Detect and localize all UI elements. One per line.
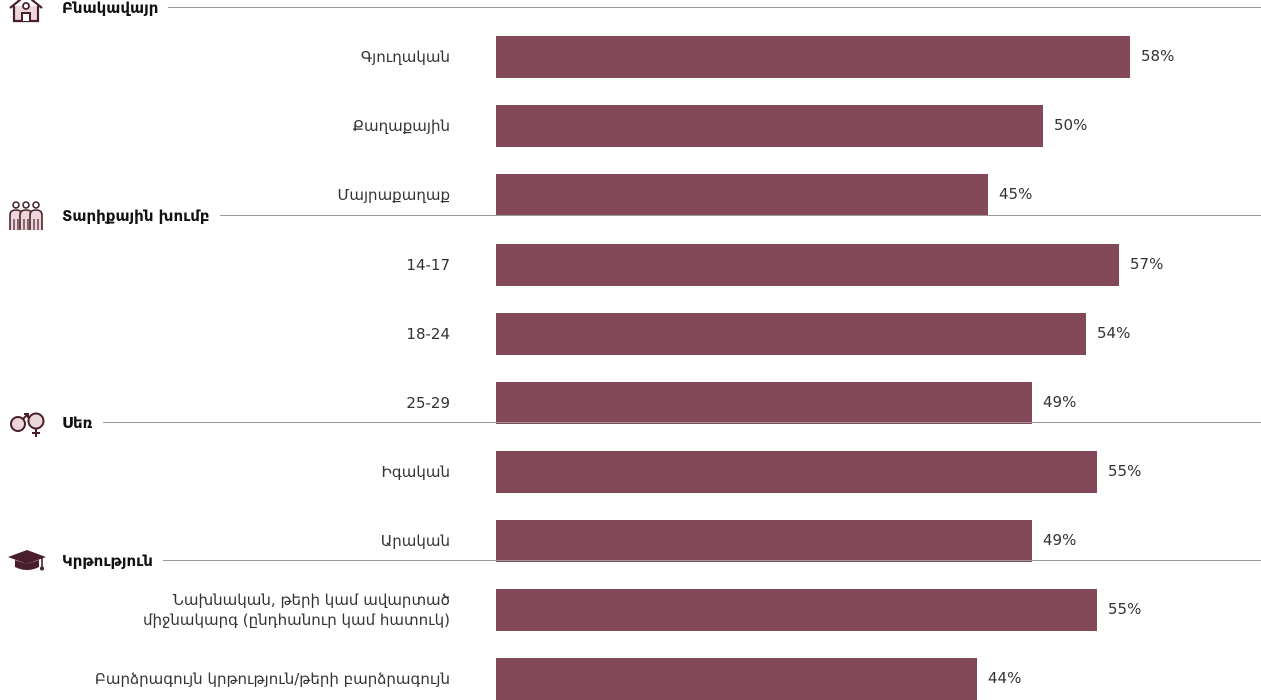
bar [496, 520, 1032, 562]
section-title: Բնակավայր [62, 0, 159, 17]
bar-row: Արական 49% [0, 520, 1261, 562]
section-header: Կրթություն [0, 546, 1261, 576]
bar-row: Նախնական, թերի կամ ավարտած միջնակարգ (ըն… [0, 589, 1261, 631]
data-label: 44% [988, 669, 1022, 687]
section-title: Տարիքային խումբ [62, 207, 210, 225]
category-label: Մայրաքաղաք [337, 186, 451, 204]
data-label: 57% [1130, 255, 1164, 273]
section-title: Կրթություն [62, 552, 153, 570]
people-group-icon [6, 201, 50, 231]
bar [496, 451, 1097, 493]
section-header: Սեռ [0, 408, 1261, 438]
data-label: 45% [999, 185, 1033, 203]
section-divider [168, 7, 1261, 8]
bar-row: Բարձրագույն կրթություն/թերի բարձրագույն 4… [0, 658, 1261, 700]
bar [496, 36, 1130, 78]
bar [496, 589, 1097, 631]
data-label: 58% [1141, 47, 1175, 65]
section-title: Սեռ [62, 414, 93, 432]
bar [496, 244, 1119, 286]
category-label: 18-24 [406, 325, 450, 343]
bar-row: 18-24 54% [0, 313, 1261, 355]
data-label: 55% [1108, 462, 1142, 480]
category-label: Արական [380, 532, 450, 550]
category-label: Նախնական, թերի կամ ավարտած միջնակարգ (ըն… [142, 591, 450, 629]
category-label: Գյուղական [360, 48, 450, 66]
graduation-cap-icon [6, 546, 50, 576]
gender-symbols-icon [6, 408, 50, 438]
category-label: Բարձրագույն կրթություն/թերի բարձրագույն [94, 670, 450, 688]
bar [496, 313, 1086, 355]
data-label: 54% [1097, 324, 1131, 342]
category-label: Քաղաքային [352, 117, 450, 135]
section-divider [103, 422, 1261, 423]
house-icon [6, 0, 50, 23]
category-label: Իգական [381, 463, 450, 481]
data-label: 55% [1108, 600, 1142, 618]
bar-row: 25-29 49% [0, 382, 1261, 424]
section-header: Տարիքային խումբ [0, 201, 1261, 231]
bar-row: Քաղաքային 50% [0, 105, 1261, 147]
section-divider [220, 215, 1261, 216]
bar [496, 658, 977, 700]
bar [496, 382, 1032, 424]
data-label: 49% [1043, 531, 1077, 549]
data-label: 49% [1043, 393, 1077, 411]
bar-row: Իգական 55% [0, 451, 1261, 493]
bar [496, 174, 988, 216]
bar-row: Գյուղական 58% [0, 36, 1261, 78]
category-label: 14-17 [406, 256, 450, 274]
bar-row: Մայրաքաղաք 45% [0, 174, 1261, 216]
data-label: 50% [1054, 116, 1088, 134]
bar [496, 105, 1043, 147]
section-header: Բնակավայր [0, 0, 1261, 23]
bar-row: 14-17 57% [0, 244, 1261, 286]
category-label: 25-29 [406, 394, 450, 412]
section-divider [163, 560, 1261, 561]
